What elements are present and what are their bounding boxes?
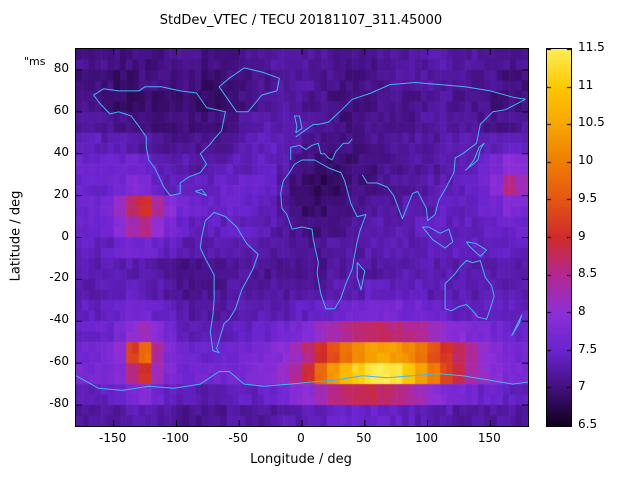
coastline-path <box>280 159 367 310</box>
colorbar-tick-label: 11.5 <box>578 40 605 54</box>
colorbar-tick-label: 7 <box>578 379 586 394</box>
colorbar-tick-label: 8.5 <box>578 266 598 281</box>
colorbar-tick-label: 10.5 <box>578 115 605 130</box>
coastline-path <box>464 142 485 171</box>
coastline-path <box>356 262 366 291</box>
y-tick-label: 20 <box>53 186 69 201</box>
x-axis-label: Longitude / deg <box>250 452 352 467</box>
coastline-path <box>218 67 280 113</box>
x-tick-label: 100 <box>415 431 438 445</box>
y-tick-label: -20 <box>49 270 69 285</box>
coastline-path <box>466 241 488 257</box>
x-tick-label: 50 <box>356 431 372 445</box>
coastline-path <box>93 86 226 197</box>
colorbar-tick-label: 11 <box>578 77 594 92</box>
coastline-path <box>290 138 353 161</box>
colorbar <box>546 48 572 427</box>
y-tick-label: 0 <box>61 228 69 243</box>
stray-label: "ms <box>24 55 46 68</box>
coastline-overlay <box>76 49 528 426</box>
colorbar-gradient-canvas <box>547 49 571 426</box>
heatmap-canvas <box>76 49 528 426</box>
coastline-path <box>294 115 303 134</box>
plot-area <box>75 48 529 427</box>
coastline-path <box>422 226 454 249</box>
y-axis-label: Latitude / deg <box>8 190 24 282</box>
x-tick-label: 0 <box>297 431 305 445</box>
x-tick-label: -100 <box>161 431 190 445</box>
coastline-path <box>76 371 528 391</box>
x-tick-label: -50 <box>228 431 249 445</box>
y-tick-label: 80 <box>53 60 69 75</box>
colorbar-tick-label: 9 <box>578 228 586 243</box>
colorbar-tick-label: 10 <box>578 153 594 168</box>
colorbar-tick-label: 8 <box>578 303 586 318</box>
x-tick-label: -150 <box>99 431 127 445</box>
x-tick-label: 150 <box>477 431 501 445</box>
y-tick-label: -40 <box>49 312 69 327</box>
y-tick-label: 60 <box>53 102 69 117</box>
y-tick-label: -60 <box>49 354 69 369</box>
coastline-path <box>511 314 523 337</box>
y-tick-label: -80 <box>49 396 69 411</box>
coastline-path <box>361 98 526 222</box>
coastline-path <box>295 82 526 138</box>
plot-title: StdDev_VTEC / TECU 20181107_311.45000 <box>159 13 443 28</box>
coastline-path <box>199 211 259 354</box>
coastline-path <box>195 188 208 197</box>
colorbar-tick-label: 9.5 <box>578 190 598 205</box>
colorbar-tick-label: 6.5 <box>578 417 598 431</box>
y-tick-label: 40 <box>53 144 69 159</box>
coastline-path <box>444 260 495 320</box>
colorbar-tick-label: 7.5 <box>578 341 598 356</box>
